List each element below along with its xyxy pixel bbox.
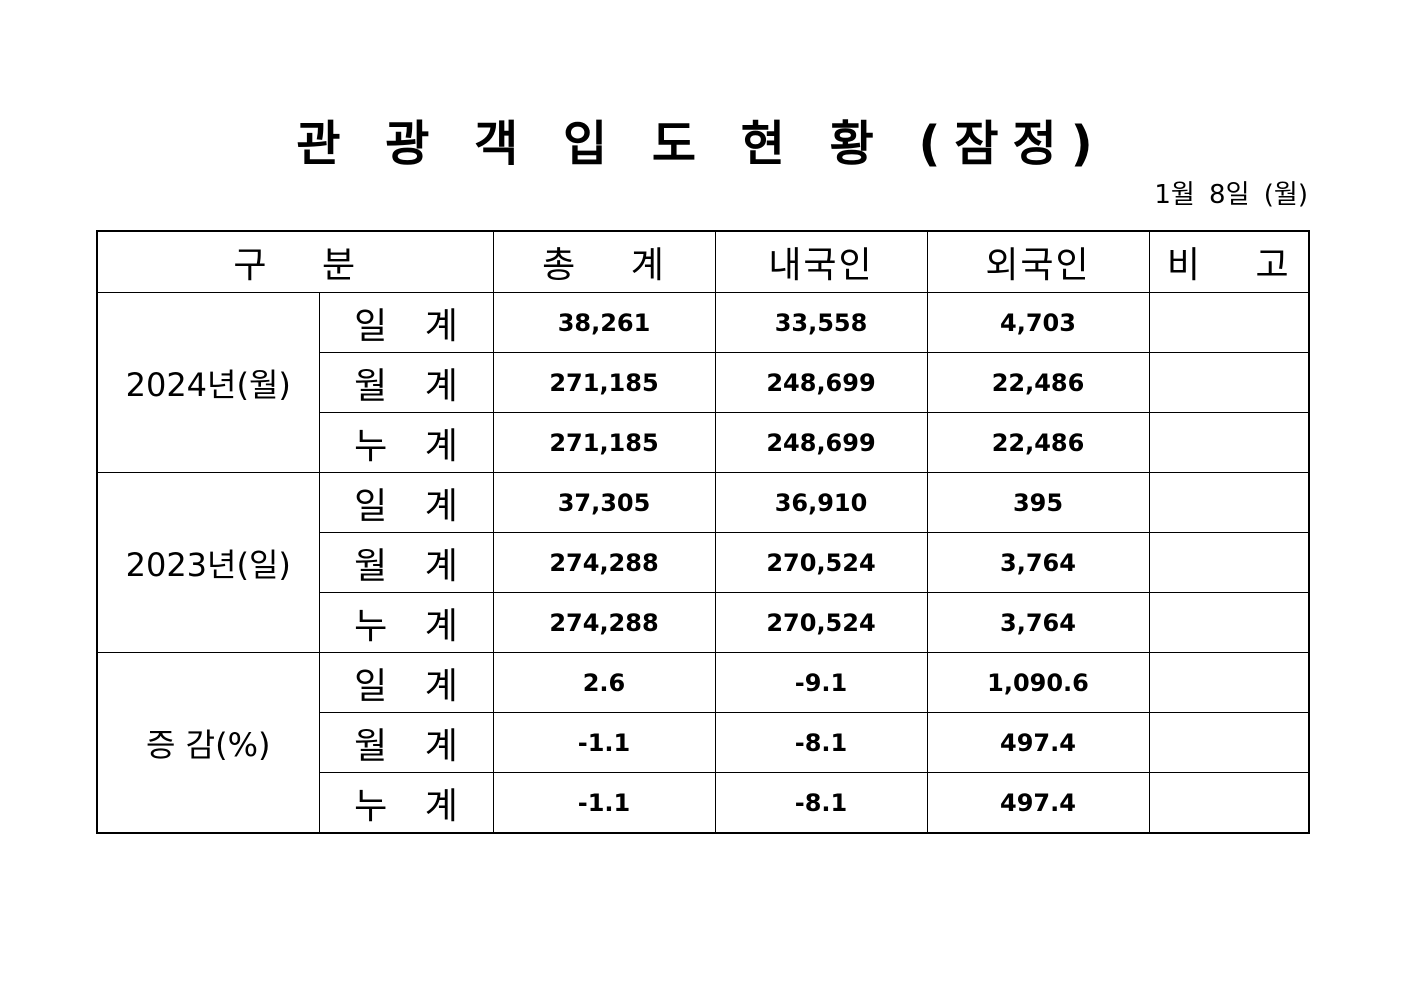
table-row: 누 계 274,288 270,524 3,764 (97, 592, 1310, 653)
cell-foreign: 22,486 (926, 352, 1150, 413)
table-row: 증 감(%) 일 계 2.6 -9.1 1,090.6 (96, 652, 1310, 834)
cell-domestic: 33,558 (714, 292, 928, 353)
table-row: 월 계 -1.1 -8.1 497.4 (97, 712, 1310, 773)
cell-total: 271,185 (492, 352, 716, 413)
cell-foreign: 395 (926, 472, 1150, 533)
cell-total: 274,288 (492, 532, 716, 593)
cell-total: -1.1 (492, 712, 716, 773)
cell-foreign: 3,764 (926, 592, 1150, 653)
table-row: 누 계 271,185 248,699 22,486 (97, 412, 1310, 473)
cell-foreign: 22,486 (926, 412, 1150, 473)
cell-foreign: 3,764 (926, 532, 1150, 593)
cell-domestic: 248,699 (714, 412, 928, 473)
cell-domestic: 248,699 (714, 352, 928, 413)
cell-foreign: 4,703 (926, 292, 1150, 353)
group-label-change: 증 감(%) (96, 652, 320, 834)
cell-foreign: 497.4 (926, 712, 1150, 773)
row-label: 일 계 (318, 472, 494, 533)
header-category: 구 분 (96, 230, 494, 293)
group-label-2023: 2023년(일) (96, 472, 320, 653)
cell-total: 271,185 (492, 412, 716, 473)
cell-remarks (1148, 652, 1310, 713)
table-header-row: 구 분 총 계 내국인 외국인 비 고 (96, 230, 1310, 293)
row-label: 일 계 (318, 292, 494, 353)
group-label-2024: 2024년(월) (96, 292, 320, 473)
header-domestic: 내국인 (714, 230, 928, 293)
header-foreign: 외국인 (926, 230, 1150, 293)
row-label: 누 계 (318, 412, 494, 473)
cell-foreign: 497.4 (926, 772, 1150, 834)
cell-domestic: 36,910 (714, 472, 928, 533)
row-label: 월 계 (318, 532, 494, 593)
cell-remarks (1148, 412, 1310, 473)
report-date: 1월 8일 (월) (1154, 180, 1308, 210)
header-remarks: 비 고 (1148, 230, 1310, 293)
cell-foreign: 1,090.6 (926, 652, 1150, 713)
cell-total: 274,288 (492, 592, 716, 653)
row-label: 일 계 (318, 652, 494, 713)
cell-domestic: -8.1 (714, 712, 928, 773)
table-row: 2024년(월) 일 계 38,261 33,558 4,703 (96, 292, 1310, 473)
cell-remarks (1148, 292, 1310, 353)
cell-domestic: -9.1 (714, 652, 928, 713)
cell-remarks (1148, 772, 1310, 834)
cell-domestic: 270,524 (714, 592, 928, 653)
cell-total: 2.6 (492, 652, 716, 713)
table-row: 월 계 274,288 270,524 3,764 (97, 532, 1310, 593)
cell-remarks (1148, 592, 1310, 653)
row-label: 누 계 (318, 592, 494, 653)
cell-domestic: -8.1 (714, 772, 928, 834)
cell-remarks (1148, 352, 1310, 413)
header-total: 총 계 (492, 230, 716, 293)
cell-remarks (1148, 712, 1310, 773)
row-label: 월 계 (318, 352, 494, 413)
cell-total: 37,305 (492, 472, 716, 533)
cell-remarks (1148, 532, 1310, 593)
cell-domestic: 270,524 (714, 532, 928, 593)
cell-total: 38,261 (492, 292, 716, 353)
cell-remarks (1148, 472, 1310, 533)
tourist-arrivals-table: 구 분 총 계 내국인 외국인 비 고 2024년(월) 일 계 38,261 … (96, 230, 1310, 834)
table-row: 누 계 -1.1 -8.1 497.4 (97, 772, 1310, 834)
row-label: 월 계 (318, 712, 494, 773)
table-row: 2023년(일) 일 계 37,305 36,910 395 (96, 472, 1310, 653)
cell-total: -1.1 (492, 772, 716, 834)
row-label: 누 계 (318, 772, 494, 834)
page-title: 관 광 객 입 도 현 황 (잠정) (296, 116, 1107, 172)
